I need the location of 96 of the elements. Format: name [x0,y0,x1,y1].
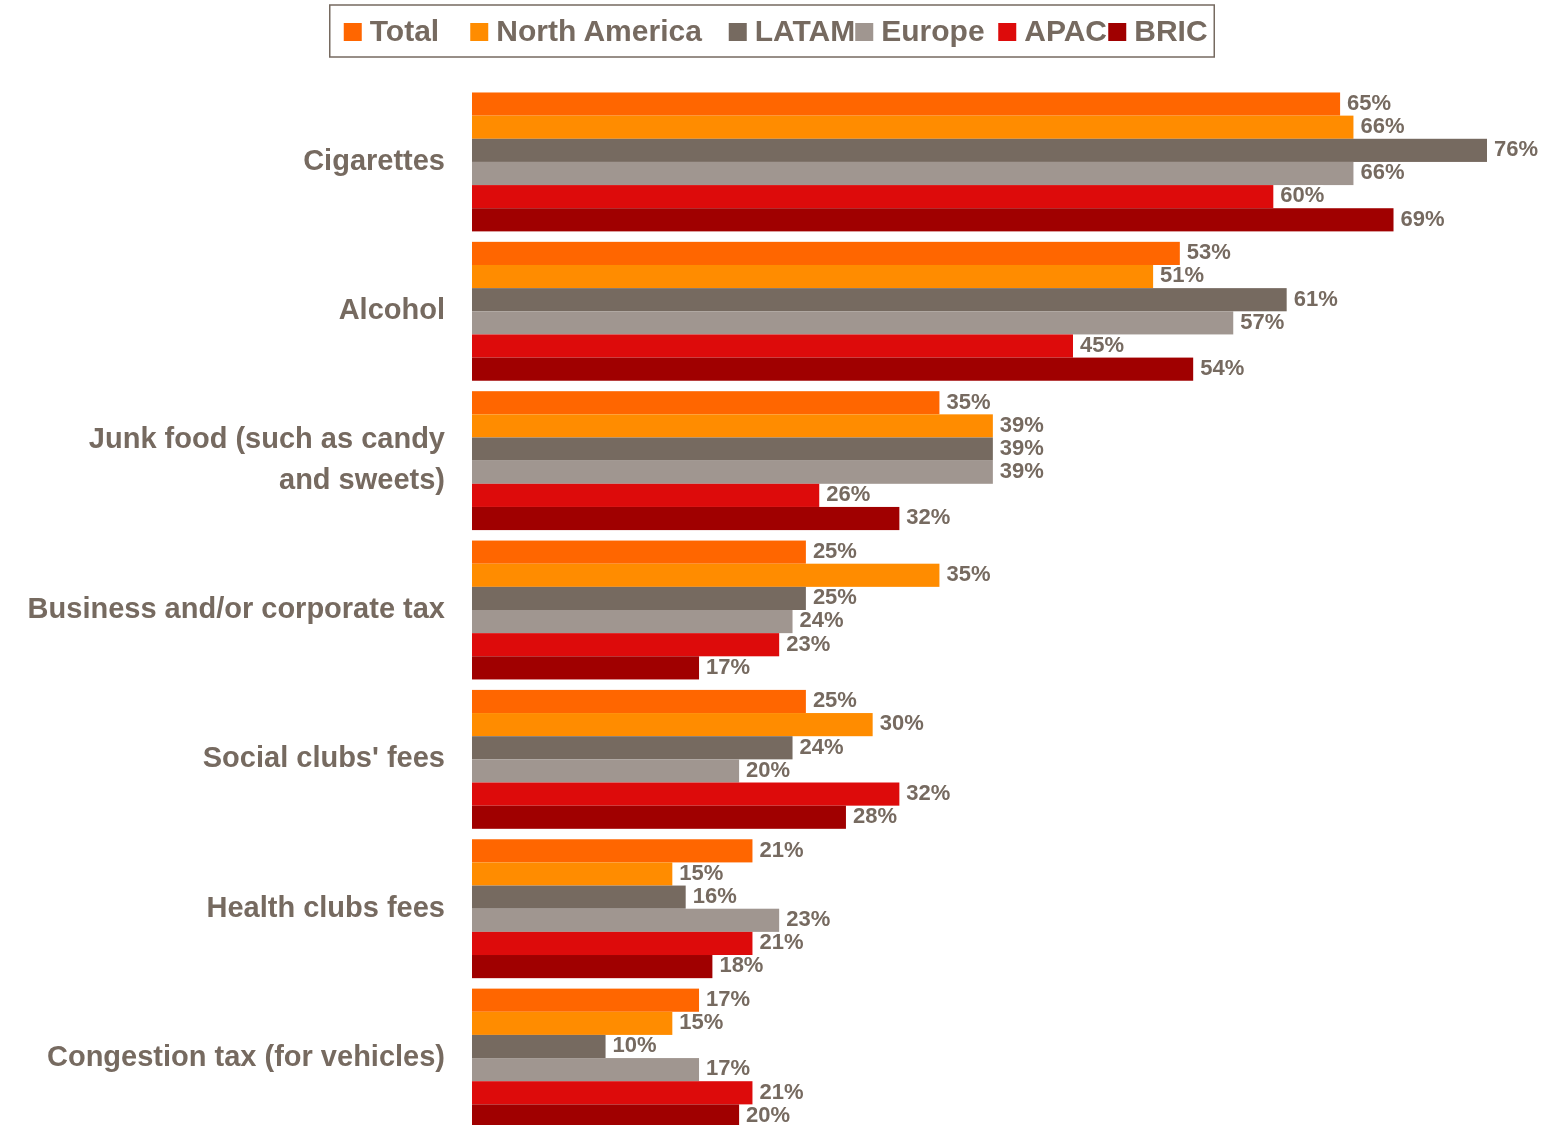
data-label: 28% [852,803,897,829]
bar [472,1011,673,1035]
bar [472,1034,606,1059]
data-label: 35% [946,388,991,414]
data-label: 45% [1079,331,1125,357]
data-label: 21% [759,1078,804,1104]
bar [472,414,993,438]
data-label: 51% [1160,262,1205,288]
y-tick-label: Business and/or corporate tax [27,591,445,624]
data-label: 17% [706,1055,751,1081]
bar [472,115,1354,139]
bar [472,1081,753,1105]
data-label: 26% [826,481,871,507]
bar [472,264,1154,289]
data-label: 18% [719,952,764,978]
bar [472,633,780,657]
data-label: 17% [706,653,751,679]
data-label: 35% [946,561,991,587]
data-label: 15% [679,859,724,885]
data-label: 76% [1494,136,1539,162]
data-label: 53% [1186,239,1231,265]
bar [472,736,793,760]
data-label: 60% [1280,182,1325,208]
y-tick-label: Health clubs fees [206,890,445,923]
data-label: 25% [812,687,857,713]
bar [472,138,1487,162]
data-label: 32% [906,504,951,530]
data-label: 66% [1360,159,1405,185]
legend-label: Total [369,13,440,47]
bar [472,759,740,783]
bar [472,437,993,461]
bar [472,208,1394,232]
bar [472,885,686,909]
y-tick-label: Junk food (such as candy and sweets) [88,421,445,495]
bar [472,805,846,829]
data-label: 21% [759,929,804,955]
data-label: 69% [1400,205,1445,231]
bar [472,563,940,587]
data-label: 39% [999,434,1044,460]
y-tick-label: Social clubs' fees [202,741,445,774]
y-tick-label: Cigarettes [303,143,445,176]
bar [472,540,806,564]
data-label: 57% [1240,308,1285,334]
data-label: 20% [746,756,791,782]
bar [472,713,873,737]
bar [472,908,780,932]
data-label: 16% [692,882,737,908]
data-label: 30% [879,710,924,736]
data-label: 17% [706,986,751,1012]
bar [472,460,993,484]
data-label: 39% [999,411,1044,437]
legend-label: North America [496,13,703,47]
bar [472,689,806,714]
data-label: 39% [999,458,1044,484]
bar [472,839,753,863]
data-label: 54% [1200,354,1245,380]
legend-label: BRIC [1134,13,1208,47]
legend-label: Europe [881,13,985,47]
data-label: 32% [906,779,951,805]
bar [472,241,1180,265]
y-tick-label: Alcohol [338,292,445,325]
data-label: 23% [786,630,831,656]
bar [472,931,753,956]
bar [472,288,1287,312]
bar [472,862,673,886]
bar [472,1058,700,1082]
bar [472,391,940,415]
bar [472,988,700,1012]
bar [472,955,713,979]
data-label: 21% [759,836,804,862]
legend-label: APAC [1024,13,1108,47]
data-label: 25% [812,584,857,610]
data-label: 65% [1347,89,1392,115]
legend-label: LATAM [754,13,856,47]
y-tick-label: Congestion tax (for vehicles) [46,1039,445,1072]
bar [472,334,1073,358]
bar [472,311,1234,335]
data-label: 10% [612,1032,657,1058]
data-label: 25% [812,537,857,563]
data-label: 61% [1293,285,1338,311]
data-label: 66% [1360,113,1405,139]
data-label: 23% [786,906,831,932]
data-label: 24% [799,733,844,759]
bar [472,357,1194,381]
bar [472,92,1341,116]
bar [472,483,820,507]
bar [472,782,900,806]
bar [472,610,793,634]
bar [472,506,900,531]
data-label: 15% [679,1009,724,1035]
bar [472,185,1274,209]
bar [472,656,700,680]
data-label: 24% [799,607,844,633]
bar [472,161,1354,186]
bar [472,586,806,610]
data-label: 20% [746,1101,791,1125]
